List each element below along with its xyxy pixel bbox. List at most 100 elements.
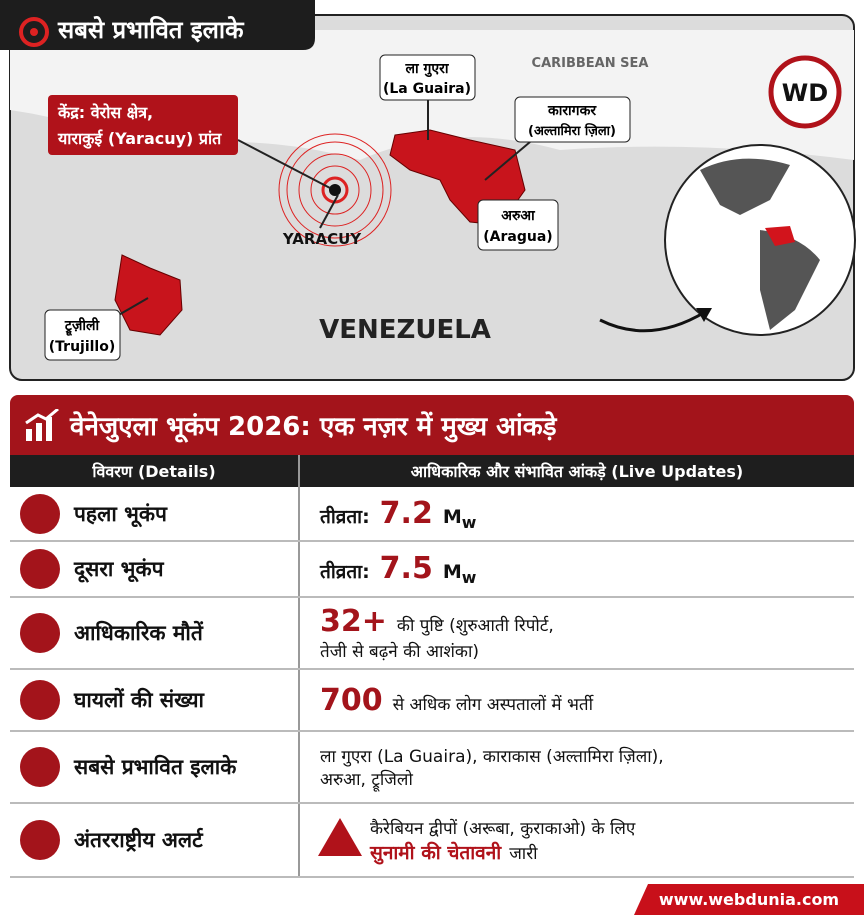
value-prefix: तीव्रता: (320, 505, 370, 528)
logo-text: WD (782, 79, 828, 107)
row-label: पहला भूकंप (74, 501, 167, 526)
value-line: कैरेबियन द्वीपों (अरूबा, कुराकाओ) के लिए (370, 816, 834, 839)
map-label: केंद्र: वेरोस क्षेत्र, (57, 103, 153, 122)
value-cell: 700 से अधिक लोग अस्पतालों में भर्ती (300, 670, 854, 730)
row-label: आधिकारिक मौतें (74, 621, 203, 645)
value-cell: तीव्रता: 7.2 Mw (300, 487, 854, 540)
value-line: ला गुएरा (La Guaira), काराकास (अल्तामिरा… (320, 744, 834, 767)
arrow-head (696, 308, 712, 322)
title-text: वेनेजुएला भूकंप 2026: एक नज़र में मुख्य … (70, 412, 557, 442)
region (114, 254, 183, 336)
label-cell: सबसे प्रभावित इलाके (10, 732, 300, 802)
value-prefix: तीव्रता: (320, 561, 370, 584)
label-box (477, 199, 559, 251)
unit-subscript: w (461, 512, 477, 532)
map-label: YARACUY (282, 230, 362, 248)
target-icon (19, 17, 49, 47)
label-box (514, 96, 631, 143)
map-label: (Aragua) (483, 229, 552, 245)
value-number: 700 (320, 682, 383, 718)
map-label: कारागकर (547, 103, 597, 119)
row-label: घायलों की संख्या (74, 688, 204, 712)
map-label: (La Guaira) (383, 81, 471, 97)
label-box (379, 54, 476, 101)
value-cell: तीव्रता: 7.5 Mw (300, 542, 854, 596)
unit-symbol: M (442, 505, 462, 528)
value-cell: ला गुएरा (La Guaira), काराकास (अल्तामिरा… (300, 732, 854, 802)
unit: Mw (443, 561, 477, 587)
value-line: तीव्रता: 7.5 Mw (320, 551, 834, 587)
row-icon (20, 493, 60, 534)
value-text: कैरेबियन द्वीपों (अरूबा, कुराकाओ) के लिए (370, 818, 636, 839)
map-label: ला गुएरा (405, 61, 450, 78)
row-icon (20, 820, 60, 860)
value-line: सुनामी की चेतावनी जारी (370, 839, 834, 865)
value-text: की पुष्टि (शुरुआती रिपोर्ट, (396, 616, 554, 636)
table-row: घायलों की संख्या 700 से अधिक लोग अस्पतालों… (10, 670, 854, 732)
target-icon (30, 28, 38, 36)
sea-label: CARIBBEAN SEA (532, 56, 649, 71)
label-cell: घायलों की संख्या (10, 670, 300, 730)
value-text: जारी (509, 843, 538, 864)
country-label: VENEZUELA (319, 315, 491, 345)
unit-symbol: M (442, 561, 462, 584)
header-tab (0, 0, 315, 50)
value-line: तीव्रता: 7.2 Mw (320, 496, 834, 532)
value-line: 32+ की पुष्टि (शुरुआती रिपोर्ट, (320, 604, 834, 639)
row-icon (20, 549, 60, 589)
value-number: 7.5 (379, 551, 433, 587)
table-row: दूसरा भूकंप तीव्रता: 7.5 Mw (10, 542, 854, 598)
label-cell: आधिकारिक मौतें (10, 598, 300, 668)
value-text: अरुआ, ट्रूजिलो (320, 770, 413, 790)
table-row: सबसे प्रभावित इलाके ला गुएरा (La Guaira),… (10, 732, 854, 804)
map-label: याराकुई (Yaracuy) प्रांत (57, 129, 222, 149)
label-box (44, 309, 121, 361)
pointer (319, 194, 339, 229)
map: सबसे प्रभावित इलाके केंद्र: वेरोस क्षेत्… (0, 0, 856, 381)
value-number: 32+ (320, 604, 387, 639)
highlight-text: सुनामी की चेतावनी (370, 841, 502, 864)
header-cell: आधिकारिक और संभावित आंकड़े (Live Updates… (410, 462, 744, 481)
value-text: तेजी से बढ़ने की आशंका) (320, 642, 480, 662)
epicenter (329, 184, 341, 196)
table: वेनेजुएला भूकंप 2026: एक नज़र में मुख्य … (10, 395, 854, 878)
row-label: सबसे प्रभावित इलाके (74, 755, 237, 779)
label-cell: अंतरराष्ट्रीय अलर्ट (10, 804, 300, 876)
header-cell: विवरण (Details) (10, 455, 300, 487)
continents (700, 158, 820, 330)
map-label: अरुआ (501, 208, 535, 224)
map-title: सबसे प्रभावित इलाके (57, 16, 245, 44)
logo (768, 55, 842, 129)
value-text: ला गुएरा (La Guaira), काराकास (अल्तामिरा… (320, 747, 664, 767)
arrow (599, 310, 706, 333)
unit-subscript: w (461, 567, 477, 587)
warning-icon (318, 818, 362, 856)
table-title: वेनेजुएला भूकंप 2026: एक नज़र में मुख्य … (10, 395, 854, 455)
row-icon (20, 747, 60, 787)
value-line: 700 से अधिक लोग अस्पतालों में भर्ती (320, 683, 834, 718)
pointer (237, 139, 331, 189)
row-icon (20, 613, 60, 653)
map-label: ट्रूज़ीली (64, 317, 101, 336)
table-row: अंतरराष्ट्रीय अलर्ट कैरेबियन द्वीपों (अरू… (10, 804, 854, 878)
pointer (484, 141, 531, 181)
table-header: विवरण (Details) आधिकारिक और संभावित आंकड… (10, 455, 854, 487)
label-box (48, 95, 238, 155)
value-number: 7.2 (379, 495, 433, 531)
value-cell: कैरेबियन द्वीपों (अरूबा, कुराकाओ) के लिए… (300, 804, 854, 876)
row-label: दूसरा भूकंप (74, 557, 164, 581)
map-label: (अल्तामिरा ज़िला) (528, 123, 616, 139)
row-label: अंतरराष्ट्रीय अलर्ट (74, 828, 203, 852)
row-icon (20, 680, 60, 720)
unit: Mw (443, 506, 477, 532)
label-cell: पहला भूकंप (10, 487, 300, 540)
chart-icon (25, 409, 59, 441)
value-text: से अधिक लोग अस्पतालों में भर्ती (392, 694, 594, 715)
table-body: पहला भूकंप तीव्रता: 7.2 Mw दूसरा भूकंप तीव्रत… (10, 487, 854, 878)
table-row: पहला भूकंप तीव्रता: 7.2 Mw (10, 487, 854, 542)
map-label: (Trujillo) (49, 339, 116, 355)
value-cell: 32+ की पुष्टि (शुरुआती रिपोर्ट, तेजी से बढ… (300, 598, 854, 668)
venezuela-highlight (765, 226, 795, 246)
footer: www.webdunia.com (634, 884, 864, 915)
